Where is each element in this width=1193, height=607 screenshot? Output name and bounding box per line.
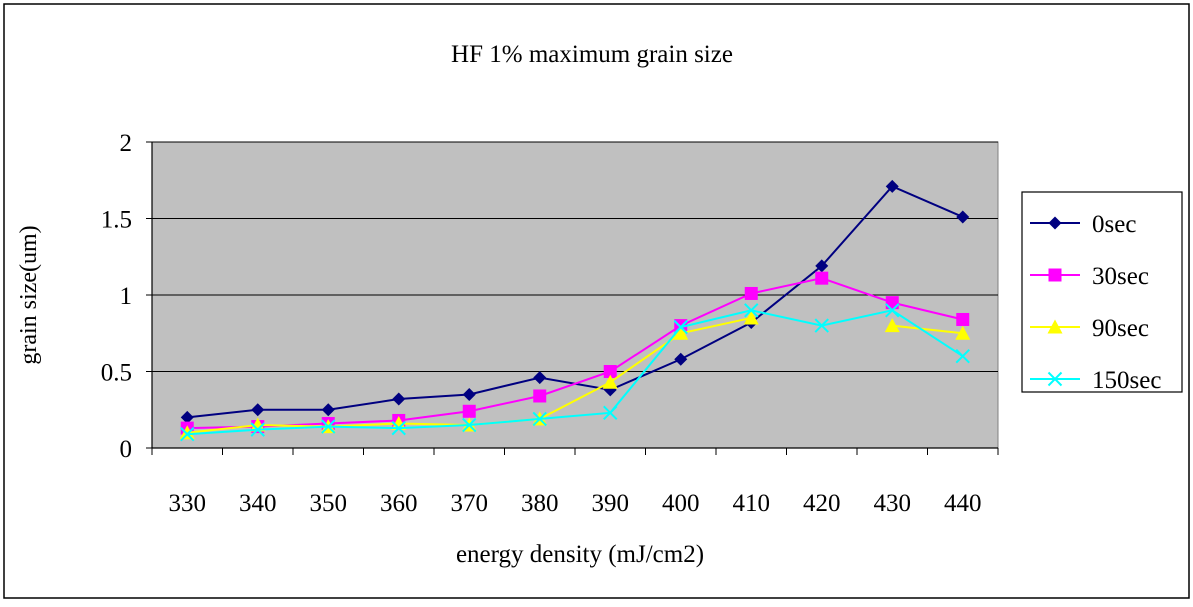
data-point	[885, 179, 899, 193]
data-point	[885, 303, 900, 318]
legend-marker	[1047, 319, 1063, 334]
series-150sec	[180, 303, 970, 442]
data-point	[392, 392, 406, 406]
x-tick-label: 430	[874, 490, 912, 517]
data-point	[180, 427, 195, 442]
marker-stroke	[673, 319, 688, 335]
data-point	[532, 411, 547, 427]
data-point	[885, 296, 899, 310]
data-point	[321, 419, 336, 434]
data-point	[250, 417, 266, 432]
data-point	[956, 312, 970, 326]
legend-marker	[1047, 371, 1063, 387]
series-lines	[179, 179, 971, 442]
data-point	[462, 404, 476, 418]
data-point	[674, 352, 688, 366]
data-point	[815, 271, 829, 285]
series-line	[187, 277, 963, 430]
legend-label: 0sec	[1092, 211, 1136, 238]
marker-stroke	[955, 348, 970, 364]
marker-stroke	[321, 419, 336, 434]
data-point	[814, 318, 829, 333]
y-tick-label: 2	[120, 130, 133, 157]
data-point	[884, 318, 900, 333]
y-axis-label: grain size(um)	[16, 225, 42, 364]
data-point	[603, 365, 617, 378]
data-point	[743, 310, 759, 325]
data-point	[955, 348, 970, 364]
legend-item: 150sec	[1030, 367, 1161, 394]
x-tick-label: 390	[592, 490, 630, 517]
x-tick-label: 340	[239, 490, 277, 517]
y-tick-label: 1.5	[101, 207, 132, 234]
data-point	[391, 420, 406, 436]
legend-item: 30sec	[1030, 263, 1149, 290]
legend: 0sec 30sec 90sec 150sec	[1021, 191, 1183, 394]
data-point	[603, 405, 618, 421]
legend-label: 30sec	[1092, 263, 1149, 290]
series-line	[187, 309, 964, 436]
data-point	[744, 303, 759, 318]
marker-stroke	[180, 427, 195, 442]
data-point	[744, 286, 758, 300]
data-point	[955, 325, 971, 340]
x-axis-label: energy density (mJ/cm2)	[456, 541, 704, 568]
x-tick-label: 440	[944, 490, 982, 517]
data-point	[251, 403, 265, 417]
x-tick-label: 420	[803, 490, 841, 517]
data-point	[602, 374, 618, 389]
data-point	[179, 425, 195, 440]
data-point	[533, 389, 547, 403]
marker-stroke	[391, 420, 406, 436]
data-point	[673, 325, 689, 340]
legend-marker	[1048, 268, 1062, 282]
data-point	[180, 410, 194, 424]
legend-item: 90sec	[1030, 315, 1149, 342]
chart-title: HF 1% maximum grain size	[451, 41, 733, 68]
data-point	[956, 210, 970, 224]
data-point	[533, 371, 547, 385]
x-tick-label: 330	[169, 490, 207, 517]
data-point	[321, 403, 335, 417]
legend-marker	[1048, 216, 1062, 230]
data-point	[462, 387, 476, 401]
data-point	[673, 319, 688, 335]
marker-stroke	[462, 417, 477, 433]
data-point	[462, 417, 477, 433]
marker-stroke	[603, 405, 618, 421]
marker-stroke	[744, 303, 759, 318]
marker-stroke	[532, 411, 547, 427]
data-point	[250, 422, 265, 437]
x-tick-labels: 330 340 350 360 370 380 390 400 410 420 430 440	[169, 490, 982, 517]
gridlines	[152, 141, 998, 372]
y-tick-label: 0.5	[101, 360, 132, 387]
legend-label: 90sec	[1092, 315, 1149, 342]
x-tick-label: 350	[310, 490, 348, 517]
x-tick-label: 370	[451, 490, 489, 517]
marker-stroke	[1047, 371, 1063, 387]
data-point	[674, 319, 688, 333]
y-tick-labels: 0 0.5 1 1.5 2	[101, 130, 132, 463]
x-tick-label: 400	[662, 490, 700, 517]
marker-stroke	[885, 303, 900, 318]
axes	[146, 141, 999, 455]
y-tick-label: 1	[120, 283, 133, 310]
marker-stroke	[250, 422, 265, 437]
marker-stroke	[814, 318, 829, 333]
x-tick-label: 410	[733, 490, 771, 517]
x-tick-label: 380	[521, 490, 559, 517]
y-tick-label: 0	[120, 436, 133, 463]
data-point	[815, 259, 829, 273]
legend-box	[1021, 191, 1183, 393]
series-line	[892, 324, 963, 335]
legend-label: 150sec	[1092, 367, 1161, 394]
legend-item: 0sec	[1030, 211, 1136, 238]
data-point	[391, 416, 407, 431]
x-tick-label: 360	[380, 490, 418, 517]
